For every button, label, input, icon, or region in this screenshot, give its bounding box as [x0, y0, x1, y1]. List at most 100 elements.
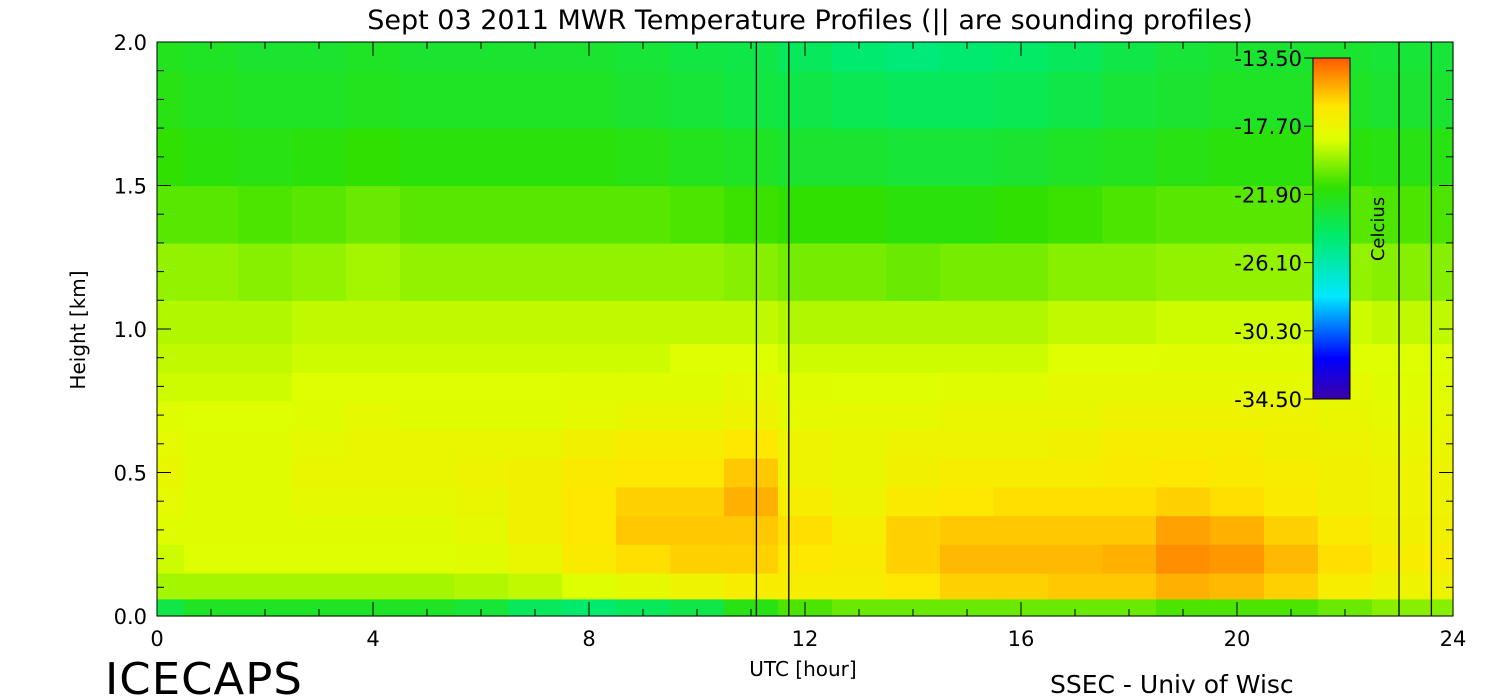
heatmap-cell	[292, 515, 347, 545]
heatmap-cell	[562, 242, 617, 301]
heatmap-cell	[1372, 242, 1454, 301]
heatmap-cell	[616, 300, 671, 344]
heatmap-cell	[1210, 372, 1265, 402]
heatmap-cell	[1048, 185, 1103, 244]
heatmap-cell	[238, 70, 293, 129]
heatmap-cell	[670, 458, 725, 488]
heatmap-cell	[238, 486, 293, 517]
heatmap-cell	[508, 128, 563, 187]
heatmap-cell	[346, 429, 401, 459]
heatmap-cell	[616, 458, 671, 488]
heatmap-cell	[994, 70, 1049, 129]
y-tick-label: 2.0	[114, 31, 147, 55]
heatmap-cell	[1156, 300, 1211, 344]
heatmap-cell	[184, 458, 239, 488]
heatmap-cell	[562, 128, 617, 187]
heatmap-cell	[724, 515, 779, 545]
heatmap-cell	[724, 128, 779, 187]
heatmap-cell	[1156, 185, 1211, 244]
heatmap-cell	[1372, 429, 1454, 459]
heatmap-cell	[1156, 242, 1211, 301]
heatmap-cell	[1102, 544, 1157, 574]
heatmap-cell	[1264, 343, 1319, 373]
y-tick-label: 1.5	[114, 175, 147, 199]
heatmap-cell	[1372, 598, 1454, 617]
x-axis-title: UTC [hour]	[749, 657, 856, 681]
heatmap-cell	[616, 598, 671, 617]
heatmap-cell	[346, 544, 401, 574]
heatmap-cell	[184, 185, 239, 244]
heatmap-cell	[238, 372, 293, 402]
heatmap-cell	[670, 486, 725, 517]
heatmap-cell	[1210, 429, 1265, 459]
heatmap-cell	[184, 515, 239, 545]
heatmap-cell	[1318, 573, 1373, 600]
heatmap-cell	[1318, 598, 1373, 617]
heatmap-cell	[940, 185, 995, 244]
heatmap-cell	[562, 458, 617, 488]
heatmap-cell	[994, 544, 1049, 574]
heatmap-cell	[940, 598, 995, 617]
heatmap-cell	[508, 242, 563, 301]
heatmap-cell	[832, 242, 887, 301]
heatmap-cell	[454, 458, 509, 488]
heatmap-cell	[994, 486, 1049, 517]
heatmap-cell	[670, 128, 725, 187]
heatmap-cell	[508, 598, 563, 617]
heatmap-cell	[292, 185, 347, 244]
sounding-markers	[755, 42, 1433, 616]
heatmap-cell	[670, 242, 725, 301]
heatmap-cell	[724, 343, 779, 373]
heatmap-cell	[1102, 458, 1157, 488]
heatmap-cell	[886, 400, 941, 431]
x-tick-label: 4	[366, 627, 379, 651]
heatmap-cell	[1264, 400, 1319, 431]
heatmap-cell	[400, 400, 455, 431]
heatmap-cell	[1372, 515, 1454, 545]
heatmap-cell	[1048, 486, 1103, 517]
heatmap-cell	[1210, 458, 1265, 488]
heatmap-cell	[1102, 372, 1157, 402]
x-tick-label: 16	[1008, 627, 1035, 651]
heatmap-cell	[400, 458, 455, 488]
heatmap-cell	[1102, 300, 1157, 344]
y-axis: 0.0 0.5 1.0 1.5 2.0	[114, 31, 1453, 629]
heatmap-cell	[1102, 70, 1157, 129]
heatmap-cell	[184, 573, 239, 600]
heatmap-cell	[346, 343, 401, 373]
heatmap-cell	[292, 458, 347, 488]
heatmap-cell	[886, 458, 941, 488]
heatmap-cell	[670, 400, 725, 431]
heatmap-cell	[184, 400, 239, 431]
heatmap-cell	[940, 573, 995, 600]
heatmap-cell	[1264, 544, 1319, 574]
heatmap-cell	[994, 429, 1049, 459]
heatmap-cell	[1318, 486, 1373, 517]
heatmap-cell	[1210, 70, 1265, 129]
heatmap-cell	[1372, 486, 1454, 517]
heatmap-cell	[1318, 458, 1373, 488]
heatmap-cell	[1102, 429, 1157, 459]
heatmap-cell	[886, 573, 941, 600]
heatmap-cell	[562, 429, 617, 459]
heatmap-cell	[832, 400, 887, 431]
heatmap-cell	[346, 573, 401, 600]
heatmap-cell	[1048, 544, 1103, 574]
heatmap-cell	[1372, 372, 1454, 402]
heatmap-cell	[1372, 544, 1454, 574]
heatmap-cell	[670, 429, 725, 459]
heatmap-cell	[724, 242, 779, 301]
ssec-credit: SSEC - Univ of Wisc	[1050, 670, 1294, 699]
heatmap-cell	[292, 573, 347, 600]
heatmap-cell	[832, 185, 887, 244]
heatmap-cell	[1210, 486, 1265, 517]
y-tick-label: 0.5	[114, 462, 147, 486]
heatmap-cell	[184, 343, 239, 373]
heatmap-cell	[292, 128, 347, 187]
heatmap-cell	[778, 128, 833, 187]
heatmap-cell	[400, 486, 455, 517]
heatmap-cell	[886, 598, 941, 617]
heatmap-cell	[1156, 458, 1211, 488]
heatmap-cell	[1048, 242, 1103, 301]
